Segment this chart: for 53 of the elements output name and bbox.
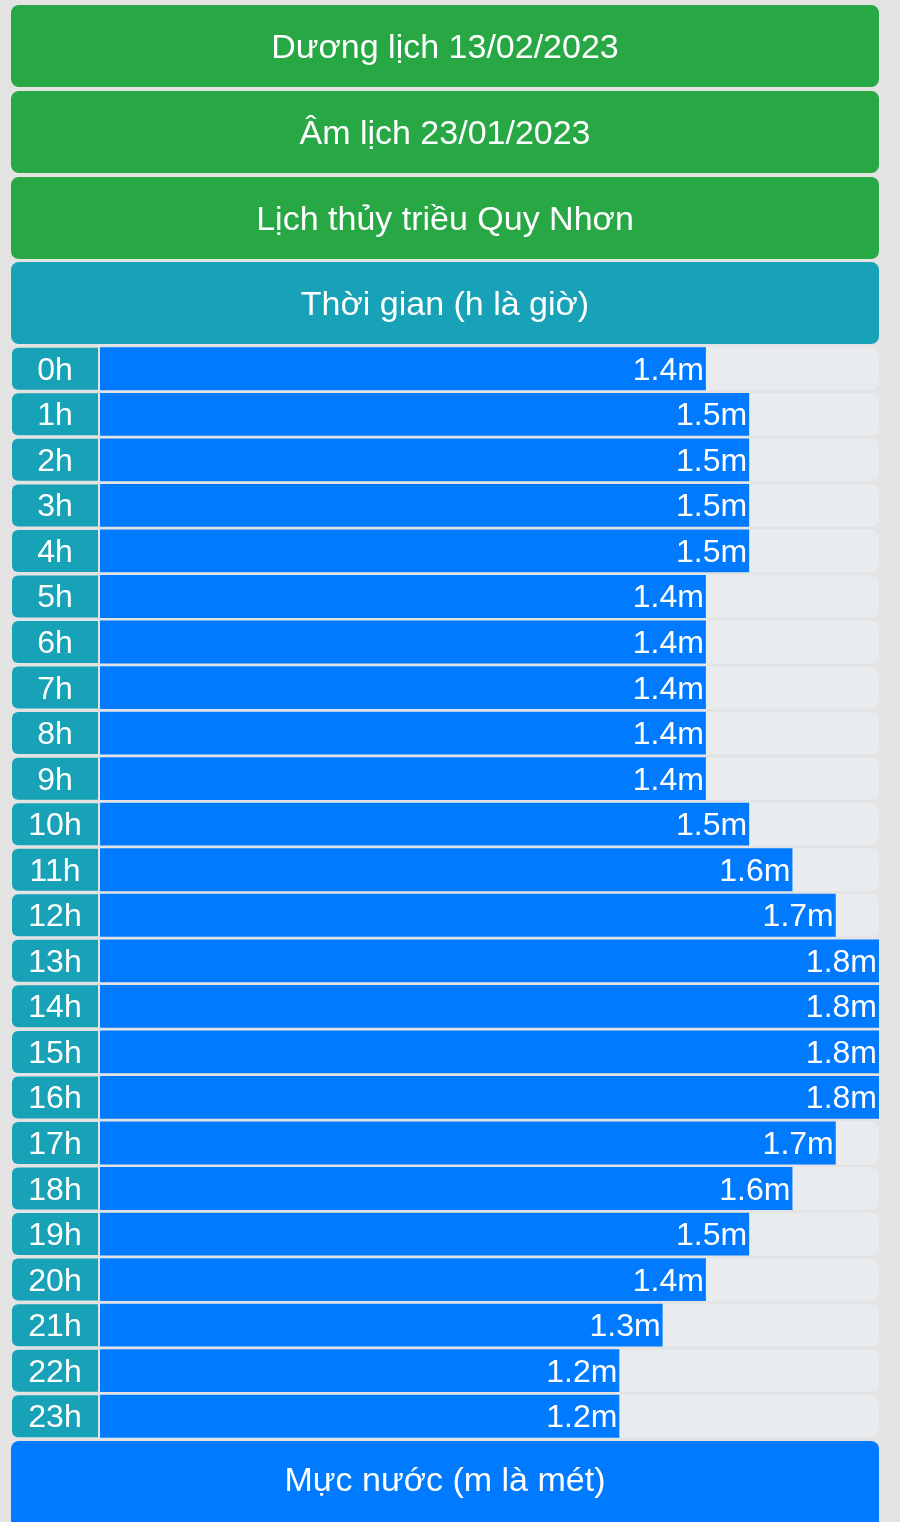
data-label: 1.4m <box>632 578 704 615</box>
data-label: 1.5m <box>676 487 748 524</box>
y-tick-label: 16h <box>28 1079 82 1116</box>
chart-title: Lịch thủy triều Quy Nhơn <box>11 177 879 259</box>
y-axis-title: Thời gian (h là giờ) <box>11 262 879 344</box>
y-tick-label: 2h <box>37 441 73 478</box>
y-tick-label: 15h <box>28 1033 82 1070</box>
y-tick-label: 7h <box>37 669 73 706</box>
y-tick-label: 20h <box>28 1261 82 1298</box>
y-tick-label: 22h <box>28 1352 82 1389</box>
data-label: 1.8m <box>805 942 877 979</box>
y-tick-label: 18h <box>28 1170 82 1207</box>
data-label: 1.5m <box>676 532 748 569</box>
y-tick-label: 10h <box>28 806 82 843</box>
data-label: 1.5m <box>676 1216 748 1253</box>
y-tick-label: 21h <box>28 1307 82 1344</box>
data-label: 1.6m <box>719 851 791 888</box>
data-label: 1.8m <box>805 1033 877 1070</box>
data-label: 1.4m <box>632 669 704 706</box>
y-tick-label: 11h <box>29 851 81 888</box>
y-tick-label: 19h <box>28 1216 82 1253</box>
y-tick-label: 9h <box>37 760 73 797</box>
data-label: 1.5m <box>676 441 748 478</box>
data-label: 1.4m <box>632 624 704 661</box>
y-tick-label: 1h <box>37 396 73 433</box>
data-label: 1.2m <box>546 1398 618 1435</box>
y-tick-label: 6h <box>37 624 73 661</box>
data-label: 1.5m <box>676 396 748 433</box>
y-tick-label: 12h <box>28 897 82 934</box>
data-label: 1.5m <box>676 806 748 843</box>
data-label: 1.4m <box>632 350 704 387</box>
data-label: 1.2m <box>546 1352 618 1389</box>
data-label: 1.3m <box>589 1307 661 1344</box>
y-tick-label: 8h <box>37 715 73 752</box>
data-label: 1.8m <box>805 988 877 1025</box>
x-axis-title: Mực nước (m là mét) <box>11 1441 879 1522</box>
y-tick-label: 13h <box>28 942 82 979</box>
y-tick-label: 23h <box>28 1398 82 1435</box>
data-label: 1.7m <box>762 897 834 934</box>
data-label: 1.4m <box>632 760 704 797</box>
data-label: 1.4m <box>632 1261 704 1298</box>
y-tick-label: 3h <box>37 487 73 524</box>
data-label: 1.7m <box>762 1124 834 1161</box>
y-tick-label: 14h <box>28 988 82 1025</box>
y-tick-label: 0h <box>37 350 73 387</box>
data-label: 1.8m <box>805 1079 877 1116</box>
y-tick-label: 17h <box>28 1124 82 1161</box>
data-label: 1.6m <box>719 1170 791 1207</box>
data-label: 1.4m <box>632 715 704 752</box>
y-tick-label: 4h <box>37 532 73 569</box>
text: Dương lịch 13/02/2023 <box>11 5 879 87</box>
y-tick-label: 5h <box>37 578 73 615</box>
text: Âm lịch 23/01/2023 <box>11 91 879 173</box>
